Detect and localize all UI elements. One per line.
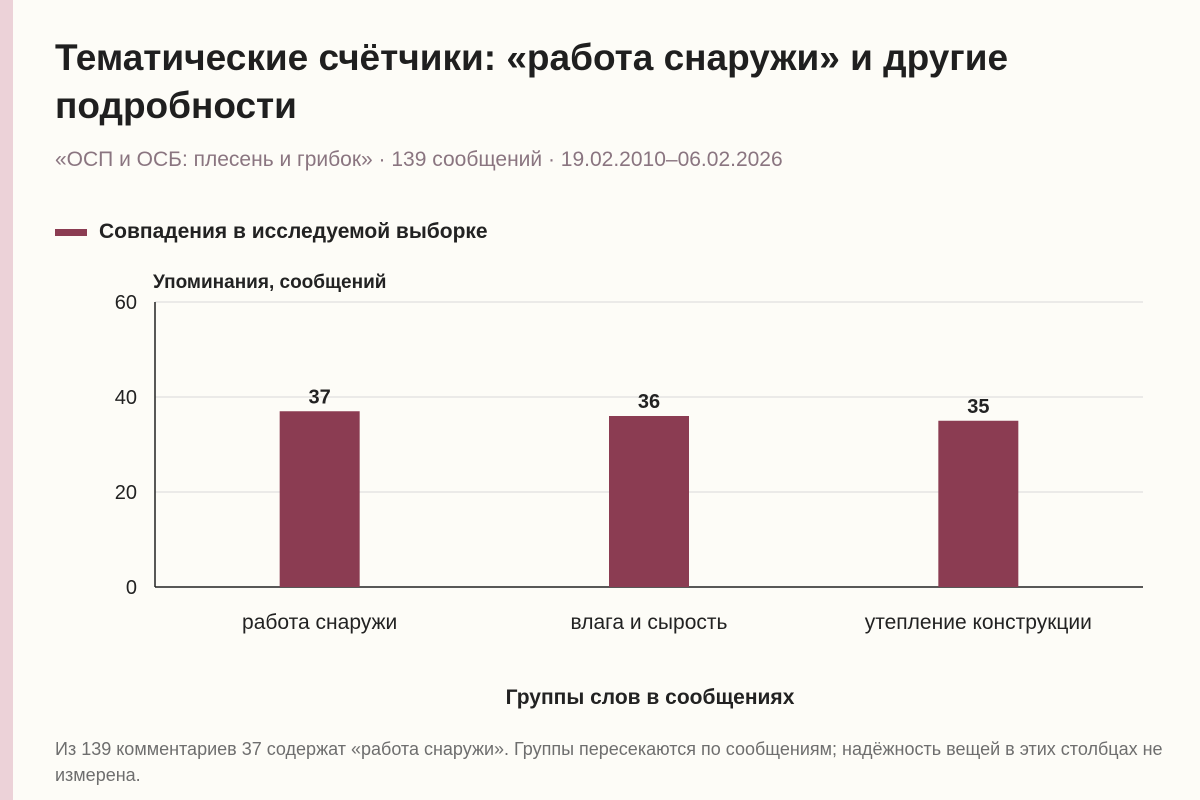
bar-value-label: 36	[638, 391, 660, 413]
legend-label: Совпадения в исследуемой выборке	[99, 220, 488, 243]
bar-value-label: 37	[309, 386, 331, 408]
bar	[609, 416, 689, 587]
bar-chart: 0 20 40 60 37 работа снаружи 36 влага и сырость…	[115, 292, 1143, 634]
x-tick-label: утепление конструкции	[865, 611, 1092, 634]
x-axis-label: Группы слов в сообщениях	[505, 686, 795, 709]
y-tick-label: 20	[115, 482, 137, 504]
bars	[279, 411, 1019, 587]
chart-title: Тематические счётчики: «работа снаружи» …	[55, 37, 1009, 126]
footnote: Из 139 комментариев 37 содержат «работа …	[55, 739, 1163, 785]
bar	[279, 411, 360, 587]
y-axis-label: Упоминания, сообщений	[153, 272, 387, 293]
y-tick-label: 0	[126, 577, 137, 599]
labels: 0 20 40 60 37 работа снаружи 36 влага и сырость…	[115, 292, 1092, 634]
legend-swatch	[55, 228, 87, 236]
y-tick-label: 60	[115, 292, 137, 314]
chart-subtitle: «ОСП и ОСБ: плесень и грибок» · 139 сооб…	[55, 148, 783, 171]
x-tick-label: работа снаружи	[242, 611, 397, 634]
legend: Совпадения в исследуемой выборке	[55, 217, 488, 247]
x-tick-label: влага и сырость	[571, 611, 728, 634]
accent-strip	[0, 0, 13, 800]
bar-value-label: 35	[967, 396, 989, 418]
bar	[938, 420, 1019, 587]
y-tick-label: 40	[115, 387, 137, 409]
